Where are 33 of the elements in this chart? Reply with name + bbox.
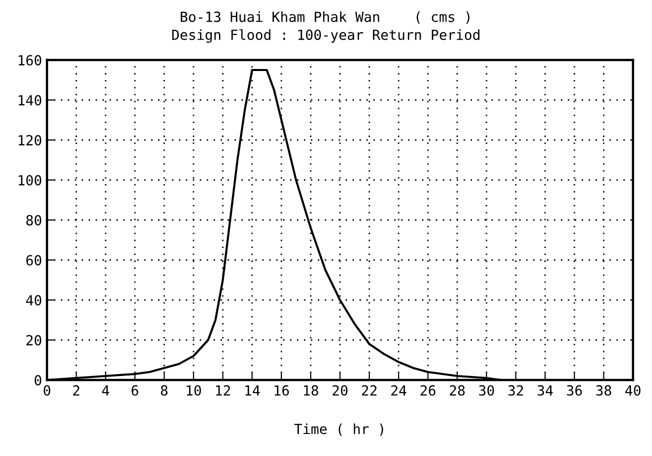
y-tick-label: 40 bbox=[26, 295, 42, 306]
x-tick-label: 4 bbox=[102, 385, 110, 396]
x-tick-label: 18 bbox=[304, 385, 318, 396]
x-tick-label: 0 bbox=[44, 385, 50, 396]
y-tick-label: 80 bbox=[26, 215, 42, 226]
x-tick-label: 20 bbox=[332, 385, 348, 396]
x-tick-label: 32 bbox=[508, 385, 523, 396]
x-tick-label: 40 bbox=[625, 385, 640, 396]
y-tick-label: 140 bbox=[18, 95, 42, 106]
y-tick-label: 100 bbox=[18, 175, 42, 186]
x-tick-label: 28 bbox=[450, 385, 465, 396]
y-tick-label: 120 bbox=[18, 135, 42, 146]
x-tick-label: 14 bbox=[245, 385, 260, 396]
y-tick-label: 0 bbox=[34, 375, 42, 386]
y-tick-label: 20 bbox=[26, 335, 42, 346]
y-tick-label: 60 bbox=[26, 255, 42, 266]
x-tick-label: 36 bbox=[566, 385, 582, 396]
x-tick-label: 22 bbox=[362, 385, 376, 396]
x-tick-label: 16 bbox=[274, 385, 289, 396]
x-tick-label: 2 bbox=[73, 385, 80, 396]
x-tick-label: 12 bbox=[216, 385, 230, 396]
x-tick-label: 26 bbox=[420, 385, 436, 396]
x-tick-label: 24 bbox=[391, 385, 406, 396]
x-tick-label: 38 bbox=[596, 385, 612, 396]
x-tick-label: 6 bbox=[132, 385, 138, 396]
x-tick-label: 10 bbox=[186, 385, 201, 396]
x-tick-label: 30 bbox=[479, 385, 494, 396]
y-tick-label: 160 bbox=[18, 55, 42, 66]
x-tick-label: 8 bbox=[160, 385, 168, 396]
x-axis-title: Time ( hr ) bbox=[294, 423, 384, 436]
chart-title: Bo-13 Huai Kham Phak Wan ( cms ) bbox=[180, 11, 470, 24]
x-tick-label: 34 bbox=[538, 385, 553, 396]
chart-subtitle: Design Flood : 100-year Return Period bbox=[172, 29, 480, 43]
